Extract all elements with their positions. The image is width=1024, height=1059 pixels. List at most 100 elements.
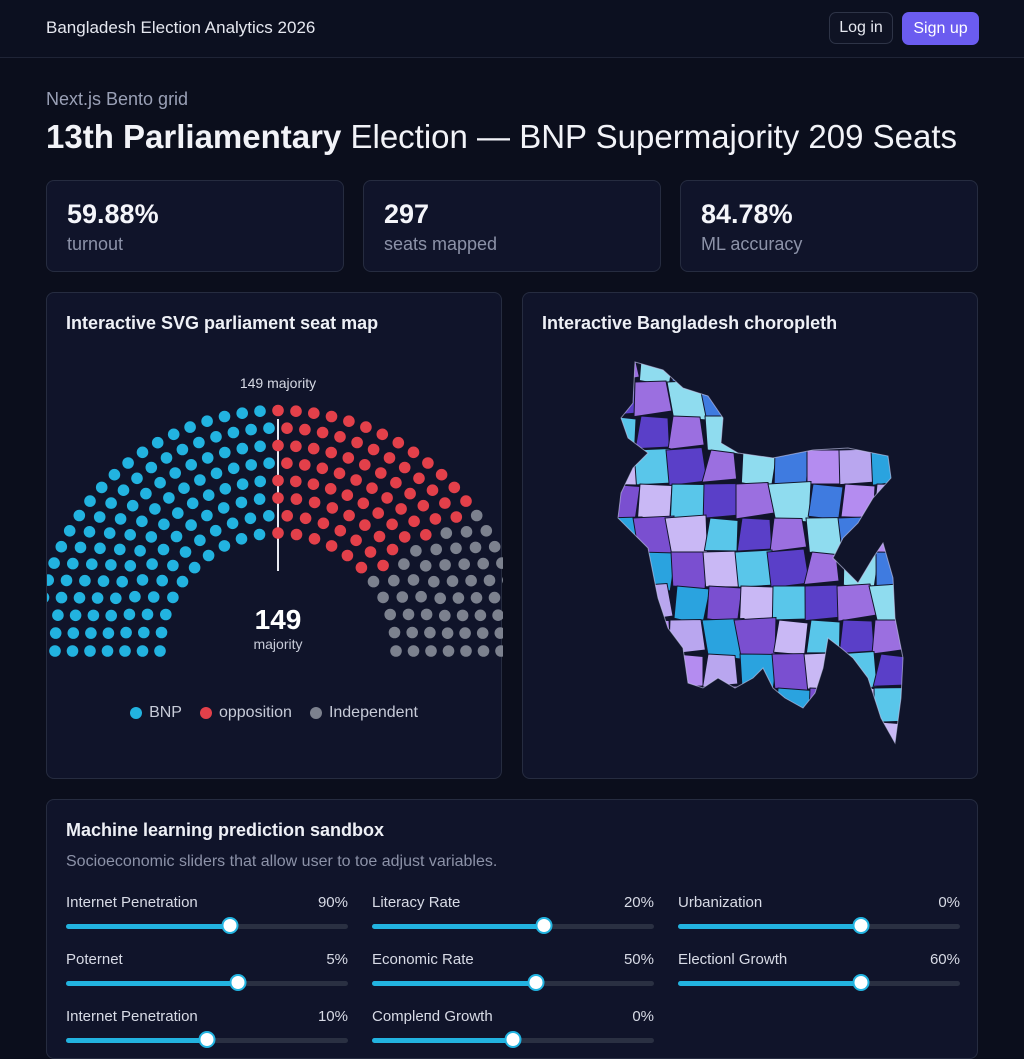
seat-dot[interactable]: [210, 431, 222, 443]
slider-track[interactable]: [66, 917, 348, 934]
seat-dot[interactable]: [47, 574, 54, 586]
prediction-slider[interactable]: Poternet 5%: [66, 951, 348, 1001]
seat-dot[interactable]: [465, 574, 477, 587]
seat-dot[interactable]: [141, 608, 154, 621]
seat-dot[interactable]: [390, 645, 402, 657]
seat-dot[interactable]: [110, 592, 122, 605]
district-region[interactable]: [704, 348, 740, 383]
slider-thumb[interactable]: [221, 917, 239, 934]
district-region[interactable]: [638, 721, 676, 760]
district-region[interactable]: [598, 718, 640, 758]
seat-dot[interactable]: [376, 428, 389, 441]
seat-dot[interactable]: [253, 493, 266, 505]
district-region[interactable]: [773, 619, 809, 656]
seat-dot[interactable]: [290, 475, 302, 488]
seat-dot[interactable]: [317, 517, 330, 530]
seat-dot[interactable]: [307, 442, 320, 455]
district-region[interactable]: [633, 380, 673, 418]
seat-dot[interactable]: [94, 542, 106, 555]
seat-dot[interactable]: [480, 525, 493, 537]
seat-dot[interactable]: [145, 531, 158, 543]
seat-dot[interactable]: [254, 475, 266, 488]
seat-dot[interactable]: [325, 410, 338, 423]
district-region[interactable]: [807, 483, 844, 521]
slider-track[interactable]: [66, 1031, 348, 1048]
district-region[interactable]: [601, 551, 636, 586]
district-region[interactable]: [906, 654, 941, 687]
prediction-slider[interactable]: Economic Rate 50%: [372, 951, 654, 1001]
seat-dot[interactable]: [469, 541, 482, 554]
district-region[interactable]: [908, 722, 942, 755]
district-region[interactable]: [908, 348, 942, 381]
seat-dot[interactable]: [460, 526, 473, 538]
district-region[interactable]: [668, 686, 707, 724]
district-region[interactable]: [908, 552, 943, 587]
seat-dot[interactable]: [470, 592, 483, 604]
seat-dot[interactable]: [308, 533, 321, 545]
district-region[interactable]: [638, 348, 676, 387]
district-region[interactable]: [804, 584, 843, 622]
seat-dot[interactable]: [458, 558, 471, 570]
seat-dot[interactable]: [176, 443, 189, 456]
seat-dot[interactable]: [49, 627, 62, 639]
seat-dot[interactable]: [290, 405, 302, 417]
seat-dot[interactable]: [373, 530, 386, 543]
district-region[interactable]: [805, 756, 841, 778]
seat-dot[interactable]: [477, 645, 490, 657]
district-region[interactable]: [602, 448, 639, 486]
district-region[interactable]: [772, 756, 806, 778]
seat-dot[interactable]: [281, 422, 293, 434]
district-region[interactable]: [637, 483, 673, 520]
district-region[interactable]: [670, 551, 709, 590]
seat-dot[interactable]: [492, 609, 503, 621]
seat-dot[interactable]: [372, 507, 385, 519]
district-region[interactable]: [907, 484, 943, 518]
district-region[interactable]: [597, 348, 641, 385]
slider-thumb[interactable]: [535, 917, 553, 934]
seat-dot[interactable]: [49, 645, 61, 657]
district-region[interactable]: [871, 619, 909, 655]
seat-dot[interactable]: [364, 546, 377, 558]
signup-button[interactable]: Sign up: [902, 12, 979, 45]
slider-track[interactable]: [678, 917, 960, 934]
seat-dot[interactable]: [420, 529, 432, 541]
seat-dot[interactable]: [149, 503, 161, 515]
seat-dot[interactable]: [167, 559, 179, 572]
district-region[interactable]: [910, 586, 945, 622]
seat-dot[interactable]: [366, 482, 378, 494]
seat-dot[interactable]: [145, 461, 158, 474]
seat-dot[interactable]: [422, 457, 434, 469]
seat-dot[interactable]: [360, 421, 372, 433]
seat-dot[interactable]: [79, 574, 91, 587]
seat-dot[interactable]: [131, 472, 143, 485]
district-region[interactable]: [702, 653, 739, 688]
district-region[interactable]: [704, 721, 740, 756]
district-region[interactable]: [902, 446, 948, 490]
prediction-slider[interactable]: Internet Penetration 10%: [66, 1008, 348, 1058]
seat-dot[interactable]: [342, 452, 355, 464]
seat-dot[interactable]: [201, 415, 213, 427]
seat-dot[interactable]: [202, 549, 215, 562]
district-region[interactable]: [868, 582, 913, 625]
seat-dot[interactable]: [290, 493, 303, 505]
seat-dot[interactable]: [413, 472, 425, 485]
seat-dot[interactable]: [244, 512, 257, 525]
district-region[interactable]: [736, 517, 773, 552]
seat-dot[interactable]: [83, 526, 96, 538]
seat-dot[interactable]: [420, 608, 433, 621]
seat-dot[interactable]: [272, 404, 284, 417]
seat-dot[interactable]: [126, 499, 139, 512]
district-region[interactable]: [605, 687, 642, 727]
district-region[interactable]: [837, 415, 874, 450]
seat-dot[interactable]: [434, 592, 447, 605]
seat-dot[interactable]: [154, 645, 166, 657]
district-region[interactable]: [636, 687, 674, 725]
district-region[interactable]: [667, 415, 705, 450]
seat-dot[interactable]: [184, 421, 196, 433]
district-region[interactable]: [910, 416, 946, 453]
district-region[interactable]: [838, 448, 877, 486]
prediction-slider[interactable]: Literacy Rate 20%: [372, 894, 654, 944]
seat-dot[interactable]: [429, 513, 442, 525]
seat-dot[interactable]: [169, 467, 181, 479]
seat-dot[interactable]: [52, 609, 64, 621]
